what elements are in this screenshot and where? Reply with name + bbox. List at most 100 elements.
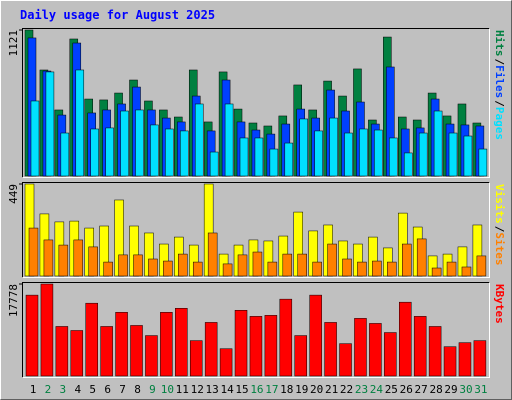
- bar: [433, 110, 443, 177]
- bar: [148, 258, 158, 277]
- bar: [175, 307, 188, 377]
- bar: [73, 239, 84, 277]
- legend: KBytes: [493, 284, 506, 324]
- bar: [133, 254, 143, 277]
- x-tick-label: 25: [385, 383, 398, 396]
- bar: [389, 137, 398, 177]
- bar: [402, 243, 412, 277]
- bar: [342, 258, 352, 277]
- x-tick-label: 10: [161, 383, 174, 396]
- bar: [75, 69, 85, 177]
- bar: [163, 260, 173, 277]
- bar: [70, 330, 84, 377]
- x-tick-label: 16: [250, 383, 263, 396]
- bar: [219, 348, 233, 377]
- bar: [461, 266, 472, 277]
- bar: [279, 298, 293, 377]
- bar: [180, 130, 189, 177]
- x-tick-label: 15: [235, 383, 248, 396]
- x-tick-label: 17: [265, 383, 278, 396]
- bar: [312, 261, 322, 277]
- bar: [354, 318, 367, 377]
- legend-entry: Visits: [493, 184, 506, 224]
- bar: [40, 283, 54, 377]
- bar: [458, 342, 472, 377]
- panel-edge-light: [22, 282, 490, 378]
- x-tick-label: 11: [176, 383, 189, 396]
- bar: [239, 137, 249, 177]
- legend-separator: /: [493, 226, 506, 233]
- bar: [448, 132, 458, 177]
- bar: [207, 232, 218, 277]
- bar: [443, 346, 457, 377]
- bar: [178, 253, 188, 277]
- panel-edge-dark: [22, 182, 490, 278]
- x-tick-label: 5: [89, 383, 96, 396]
- legend-entry: Sites: [493, 232, 506, 265]
- bar: [418, 132, 428, 177]
- bar: [284, 142, 294, 177]
- bar: [237, 254, 248, 277]
- bar: [431, 267, 442, 277]
- x-tick-label: 29: [444, 383, 457, 396]
- bar: [60, 132, 70, 177]
- x-tick-label: 3: [60, 383, 67, 396]
- bar: [446, 261, 457, 277]
- panel-edge-dark: [22, 282, 490, 378]
- legend: Visits /Sites: [493, 184, 506, 266]
- x-tick-label: 14: [220, 383, 234, 396]
- bar: [252, 251, 263, 277]
- x-tick-label: 18: [280, 383, 293, 396]
- bar: [194, 103, 204, 177]
- bar: [30, 100, 40, 177]
- bar: [463, 135, 473, 177]
- bar: [357, 261, 367, 277]
- bar: [339, 343, 352, 377]
- bar: [294, 335, 307, 377]
- bar: [264, 315, 278, 377]
- bar: [85, 302, 98, 377]
- bar: [372, 260, 382, 277]
- bar: [428, 326, 442, 377]
- x-tick-label: 26: [400, 383, 413, 396]
- bar: [476, 255, 487, 277]
- bar: [269, 148, 279, 177]
- bar: [374, 129, 383, 177]
- bar: [192, 261, 203, 277]
- bar: [150, 124, 159, 177]
- x-tick-label: 1: [30, 383, 37, 396]
- bar: [224, 103, 234, 177]
- bar: [413, 316, 427, 377]
- bar: [327, 243, 337, 277]
- bar: [145, 335, 158, 377]
- x-tick-label: 8: [134, 383, 141, 396]
- panel-edge-light: [22, 28, 490, 178]
- legend-separator: /: [493, 59, 506, 66]
- bar: [222, 263, 233, 277]
- legend: Hits/Files/Pages: [493, 30, 506, 140]
- bar: [234, 310, 248, 377]
- bar: [329, 117, 338, 177]
- bar: [384, 332, 397, 377]
- x-tick-label: 30: [459, 383, 472, 396]
- bar: [314, 130, 323, 177]
- x-tick-label: 19: [295, 383, 308, 396]
- legend-entry: Files: [493, 65, 506, 98]
- bar: [399, 301, 412, 377]
- bar: [369, 323, 382, 377]
- legend-entry: Hits: [493, 30, 506, 57]
- bar: [309, 294, 322, 377]
- bar: [90, 128, 99, 177]
- legend-entry: Pages: [493, 107, 506, 140]
- x-tick-label: 6: [104, 383, 111, 396]
- bar: [478, 148, 488, 177]
- bar: [165, 128, 174, 177]
- bar: [324, 322, 337, 377]
- x-tick-label: 9: [149, 383, 156, 396]
- bar: [115, 312, 128, 377]
- bar: [267, 261, 278, 277]
- legend-separator: /: [493, 100, 506, 107]
- bar: [118, 254, 128, 277]
- x-tick-label: 23: [355, 383, 368, 396]
